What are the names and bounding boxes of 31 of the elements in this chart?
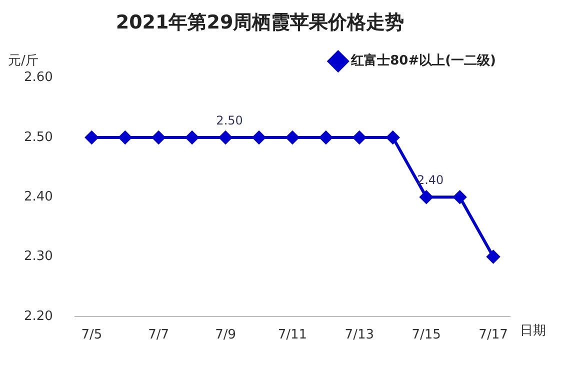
point	[219, 130, 232, 144]
point	[486, 250, 500, 264]
point	[85, 130, 98, 144]
point	[118, 130, 132, 144]
y-tick-label: 2.20	[24, 308, 53, 324]
data-label: 2.50	[216, 114, 243, 128]
point	[252, 130, 266, 144]
x-tick-label: 7/13	[344, 328, 374, 343]
x-tick-label: 7/5	[81, 328, 102, 343]
x-tick-label: 7/7	[148, 328, 170, 343]
x-tick-label: 7/15	[412, 328, 441, 343]
y-tick-label: 2.30	[24, 249, 53, 264]
y-tick-label: 2.40	[24, 189, 53, 204]
point	[420, 190, 433, 204]
x-tick-label: 7/11	[278, 328, 308, 343]
point	[352, 130, 366, 144]
point	[286, 130, 299, 144]
point	[152, 130, 166, 144]
point	[453, 190, 466, 204]
point	[319, 130, 332, 144]
data-label: 2.40	[416, 173, 444, 188]
chart-title: 2021年第29周栖霞苹果价格走势	[116, 11, 404, 34]
y-axis-title: 元/斤	[8, 54, 38, 69]
x-axis-title: 日期	[520, 323, 546, 338]
point	[186, 130, 199, 144]
x-tick-label: 7/17	[478, 328, 508, 343]
y-tick-label: 2.50	[24, 130, 53, 145]
point	[386, 130, 400, 144]
y-tick-label: 2.60	[24, 70, 53, 86]
legend-label: 红富士80#以上(一二级)	[350, 52, 496, 69]
x-tick-label: 7/9	[215, 328, 236, 343]
